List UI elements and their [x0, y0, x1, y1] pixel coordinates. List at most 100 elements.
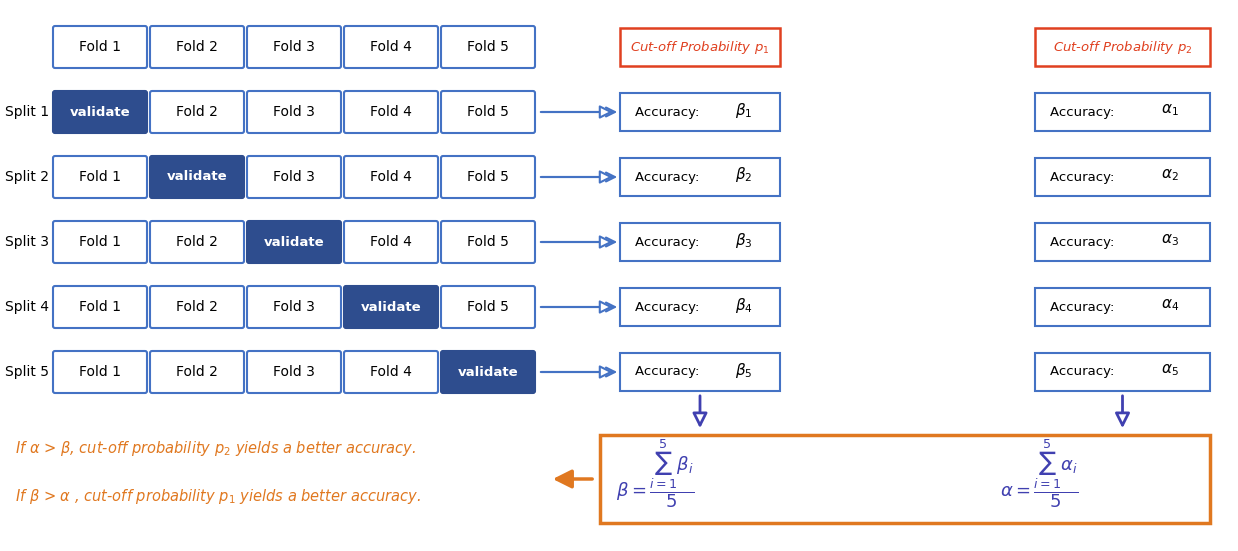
- FancyBboxPatch shape: [150, 26, 244, 68]
- Bar: [1035, 223, 1210, 261]
- FancyBboxPatch shape: [344, 221, 438, 263]
- Text: Split 2: Split 2: [5, 170, 50, 184]
- FancyBboxPatch shape: [441, 286, 535, 328]
- Text: Fold 4: Fold 4: [370, 365, 412, 379]
- Text: Fold 5: Fold 5: [467, 105, 509, 119]
- Text: validate: validate: [167, 170, 228, 183]
- Text: Fold 3: Fold 3: [274, 365, 314, 379]
- Text: Fold 5: Fold 5: [467, 40, 509, 54]
- Text: Fold 5: Fold 5: [467, 235, 509, 249]
- Text: Split 5: Split 5: [5, 365, 50, 379]
- Text: Fold 1: Fold 1: [79, 170, 121, 184]
- Text: Split 3: Split 3: [5, 235, 50, 249]
- FancyBboxPatch shape: [53, 26, 147, 68]
- Text: Cut-off Probability $p_1$: Cut-off Probability $p_1$: [630, 39, 770, 56]
- Text: Fold 4: Fold 4: [370, 40, 412, 54]
- Text: $\alpha_3$: $\alpha_3$: [1161, 232, 1179, 248]
- FancyBboxPatch shape: [248, 351, 340, 393]
- Text: $\beta_2$: $\beta_2$: [735, 165, 753, 185]
- Text: Accuracy:: Accuracy:: [635, 170, 708, 183]
- FancyBboxPatch shape: [344, 26, 438, 68]
- Text: $\beta_4$: $\beta_4$: [735, 295, 753, 315]
- Text: Accuracy:: Accuracy:: [1050, 105, 1123, 118]
- Bar: [1035, 28, 1210, 66]
- FancyBboxPatch shape: [53, 221, 147, 263]
- FancyBboxPatch shape: [344, 286, 438, 328]
- Text: Fold 4: Fold 4: [370, 105, 412, 119]
- Text: $\alpha_1$: $\alpha_1$: [1161, 102, 1179, 118]
- FancyBboxPatch shape: [441, 156, 535, 198]
- Text: Fold 5: Fold 5: [467, 300, 509, 314]
- Bar: [1035, 93, 1210, 131]
- Bar: [1035, 353, 1210, 391]
- Text: Accuracy:: Accuracy:: [1050, 300, 1123, 314]
- Text: $\beta_5$: $\beta_5$: [735, 360, 753, 380]
- Text: Fold 4: Fold 4: [370, 235, 412, 249]
- Text: Split 4: Split 4: [5, 300, 50, 314]
- Text: Fold 2: Fold 2: [176, 40, 218, 54]
- Text: $\alpha_5$: $\alpha_5$: [1161, 362, 1179, 378]
- Text: Accuracy:: Accuracy:: [635, 105, 708, 118]
- FancyBboxPatch shape: [441, 91, 535, 133]
- FancyBboxPatch shape: [248, 91, 340, 133]
- FancyBboxPatch shape: [53, 91, 147, 133]
- Text: $\alpha_2$: $\alpha_2$: [1161, 167, 1179, 183]
- Text: If $\beta$ > $\alpha$ , cut-off probability $p_1$ yields a better accuracy.: If $\beta$ > $\alpha$ , cut-off probabil…: [15, 487, 421, 505]
- Bar: [620, 93, 780, 131]
- FancyBboxPatch shape: [441, 221, 535, 263]
- Text: Accuracy:: Accuracy:: [1050, 170, 1123, 183]
- Text: validate: validate: [69, 105, 130, 118]
- FancyBboxPatch shape: [150, 221, 244, 263]
- FancyBboxPatch shape: [441, 26, 535, 68]
- FancyBboxPatch shape: [344, 351, 438, 393]
- Text: Cut-off Probability $p_2$: Cut-off Probability $p_2$: [1052, 39, 1192, 56]
- Text: Fold 3: Fold 3: [274, 170, 314, 184]
- Text: Split 1: Split 1: [5, 105, 50, 119]
- Bar: [600, 435, 1210, 523]
- Text: Fold 2: Fold 2: [176, 105, 218, 119]
- Text: Fold 3: Fold 3: [274, 105, 314, 119]
- Text: Fold 2: Fold 2: [176, 300, 218, 314]
- Bar: [620, 353, 780, 391]
- FancyBboxPatch shape: [344, 91, 438, 133]
- Bar: [1035, 288, 1210, 326]
- Text: Fold 1: Fold 1: [79, 235, 121, 249]
- FancyBboxPatch shape: [53, 286, 147, 328]
- FancyBboxPatch shape: [248, 286, 340, 328]
- Bar: [620, 28, 780, 66]
- Text: $\beta = \dfrac{\sum_{i=1}^{5} \beta_i}{5}$: $\beta = \dfrac{\sum_{i=1}^{5} \beta_i}{…: [617, 438, 695, 510]
- Bar: [620, 223, 780, 261]
- FancyBboxPatch shape: [248, 221, 340, 263]
- Text: If $\alpha$ > $\beta$, cut-off probability $p_2$ yields a better accuracy.: If $\alpha$ > $\beta$, cut-off probabili…: [15, 440, 416, 458]
- FancyBboxPatch shape: [248, 26, 340, 68]
- Bar: [620, 158, 780, 196]
- Text: Fold 1: Fold 1: [79, 300, 121, 314]
- Text: Fold 4: Fold 4: [370, 170, 412, 184]
- FancyBboxPatch shape: [53, 351, 147, 393]
- Text: Fold 3: Fold 3: [274, 40, 314, 54]
- Text: Fold 3: Fold 3: [274, 300, 314, 314]
- FancyBboxPatch shape: [441, 351, 535, 393]
- Text: validate: validate: [264, 235, 324, 249]
- FancyBboxPatch shape: [150, 156, 244, 198]
- Text: Fold 1: Fold 1: [79, 40, 121, 54]
- Text: validate: validate: [458, 365, 519, 379]
- Text: Accuracy:: Accuracy:: [1050, 365, 1123, 379]
- Text: Fold 2: Fold 2: [176, 365, 218, 379]
- Text: $\alpha = \dfrac{\sum_{i=1}^{5} \alpha_i}{5}$: $\alpha = \dfrac{\sum_{i=1}^{5} \alpha_i…: [1000, 438, 1078, 510]
- Text: Fold 2: Fold 2: [176, 235, 218, 249]
- Text: Fold 1: Fold 1: [79, 365, 121, 379]
- Text: Accuracy:: Accuracy:: [635, 300, 708, 314]
- Text: $\alpha_4$: $\alpha_4$: [1161, 297, 1179, 313]
- FancyBboxPatch shape: [53, 156, 147, 198]
- FancyBboxPatch shape: [150, 91, 244, 133]
- FancyBboxPatch shape: [344, 156, 438, 198]
- Text: Accuracy:: Accuracy:: [635, 235, 708, 249]
- FancyBboxPatch shape: [150, 351, 244, 393]
- FancyBboxPatch shape: [248, 156, 340, 198]
- Bar: [620, 288, 780, 326]
- Text: validate: validate: [360, 300, 421, 314]
- Text: $\beta_3$: $\beta_3$: [735, 230, 753, 250]
- FancyBboxPatch shape: [150, 286, 244, 328]
- Text: Accuracy:: Accuracy:: [635, 365, 708, 379]
